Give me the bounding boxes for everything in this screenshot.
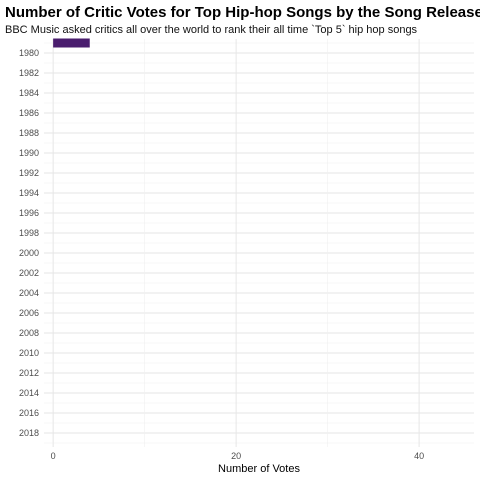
y-tick-label: 1980 xyxy=(19,48,39,58)
x-tick-label: 40 xyxy=(414,451,424,461)
y-tick-label: 2010 xyxy=(19,348,39,358)
y-tick-label: 2012 xyxy=(19,368,39,378)
y-tick-label: 1992 xyxy=(19,168,39,178)
tick-layer: 1980 1982 1984 1986 1988 1990 1992 1994 1996 1998… xyxy=(19,48,424,461)
chart-subtitle: BBC Music asked critics all over the wor… xyxy=(5,24,418,36)
grid-layer xyxy=(44,39,474,447)
y-tick-label: 2000 xyxy=(19,248,39,258)
y-tick-label: 1998 xyxy=(19,228,39,238)
y-tick-label: 1996 xyxy=(19,208,39,218)
bar-layer xyxy=(53,38,90,48)
y-tick-label: 1988 xyxy=(19,128,39,138)
x-axis-label: Number of Votes xyxy=(218,463,300,475)
y-tick-label: 2016 xyxy=(19,408,39,418)
y-tick-label: 2004 xyxy=(19,288,39,298)
y-tick-label: 1990 xyxy=(19,148,39,158)
y-tick-label: 2002 xyxy=(19,268,39,278)
y-tick-label: 1982 xyxy=(19,68,39,78)
chart-title: Number of Critic Votes for Top Hip-hop S… xyxy=(5,4,480,21)
y-tick-label: 2008 xyxy=(19,328,39,338)
x-tick-label: 0 xyxy=(51,451,56,461)
y-tick-label: 1984 xyxy=(19,88,39,98)
y-tick-label: 2014 xyxy=(19,388,39,398)
bar-1979 xyxy=(53,38,90,48)
y-tick-label: 1986 xyxy=(19,108,39,118)
y-tick-label: 1994 xyxy=(19,188,39,198)
y-tick-label: 2006 xyxy=(19,308,39,318)
x-tick-label: 20 xyxy=(231,451,241,461)
y-tick-label: 2018 xyxy=(19,428,39,438)
